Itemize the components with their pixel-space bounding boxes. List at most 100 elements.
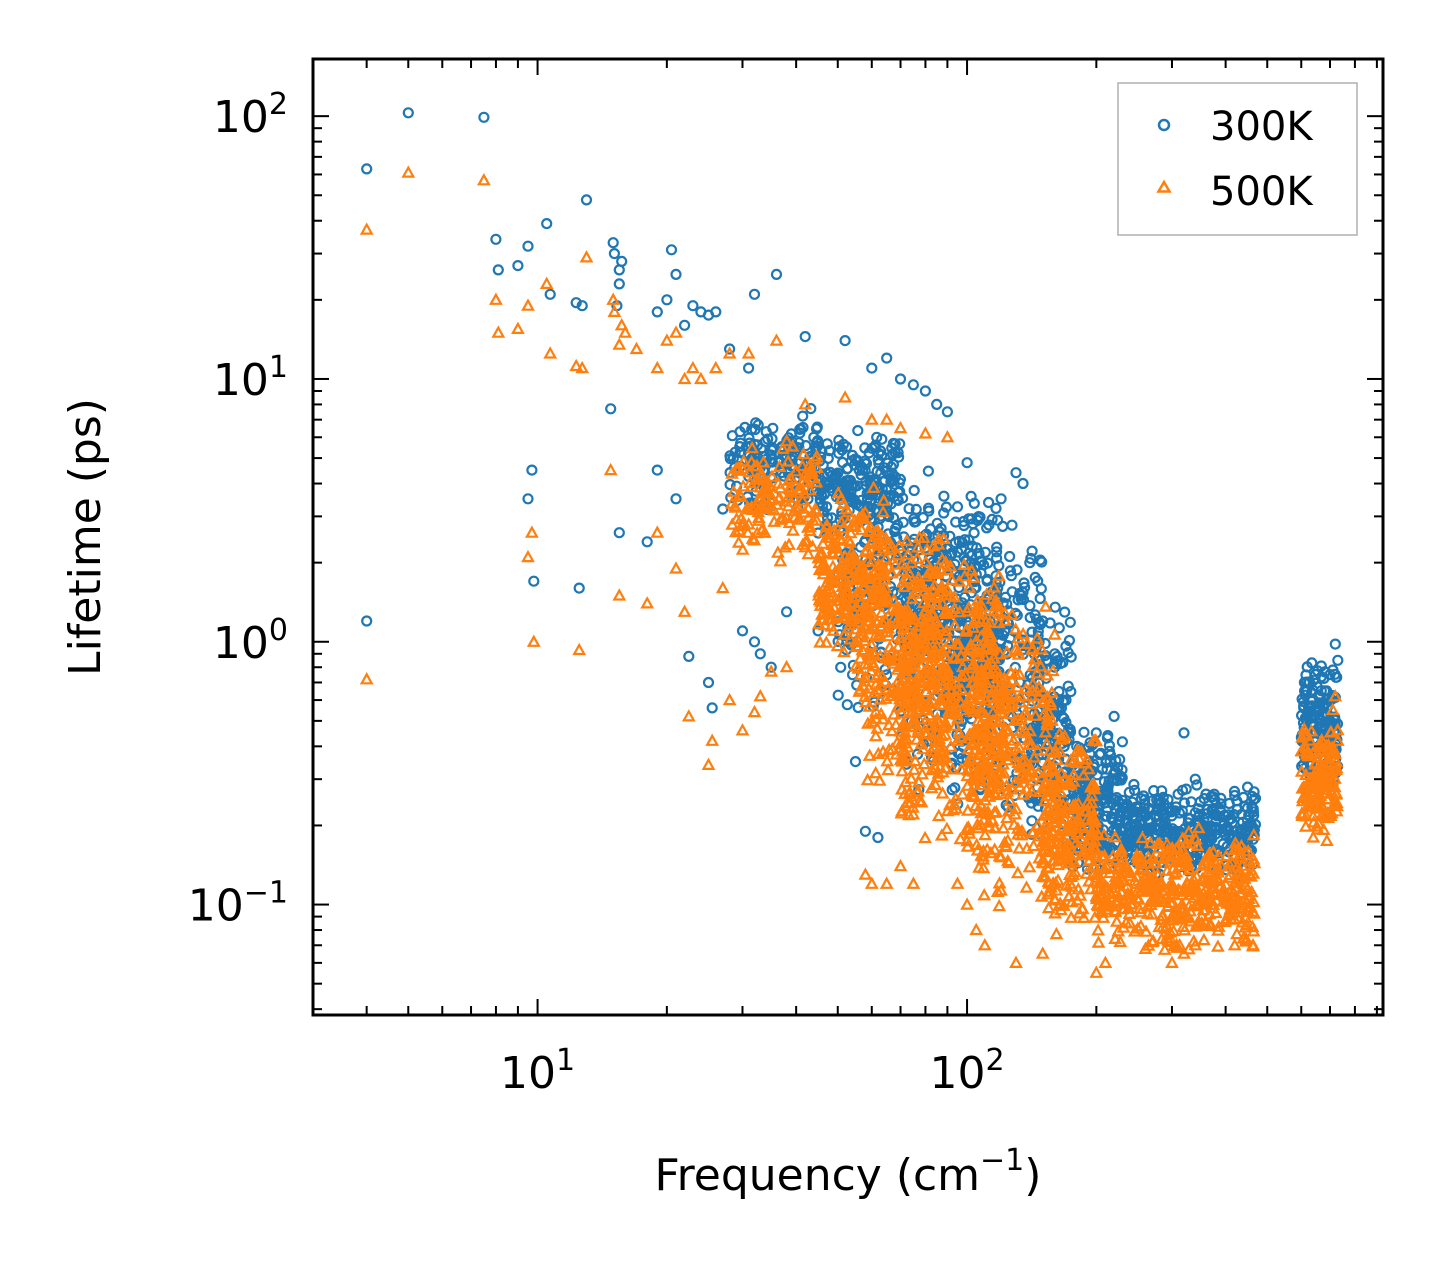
point-500k — [871, 558, 885, 571]
point-500k — [1329, 760, 1344, 774]
point-500k — [521, 298, 535, 311]
point-300k — [1056, 711, 1069, 723]
point-500k — [783, 471, 798, 485]
point-500k — [359, 222, 374, 235]
point-500k — [1150, 836, 1165, 850]
point-500k — [1300, 781, 1314, 794]
point-500k — [875, 669, 889, 682]
point-500k — [1000, 784, 1015, 797]
point-300k — [919, 385, 932, 397]
point-500k — [931, 808, 946, 822]
point-500k — [875, 614, 889, 628]
point-500k — [1295, 793, 1310, 807]
point-500k — [1207, 881, 1222, 894]
point-300k — [1208, 788, 1220, 800]
point-500k — [797, 505, 812, 518]
point-500k — [1127, 924, 1142, 937]
point-500k — [773, 554, 788, 567]
point-300k — [670, 493, 682, 505]
point-300k — [951, 501, 964, 513]
point-500k — [899, 626, 914, 640]
point-500k — [885, 723, 899, 737]
point-500k — [879, 531, 893, 544]
point-500k — [1160, 863, 1175, 876]
point-300k — [833, 447, 845, 459]
point-500k — [914, 576, 928, 589]
point-500k — [1076, 768, 1091, 781]
point-500k — [1203, 918, 1217, 931]
point-500k — [1063, 753, 1078, 766]
point-500k — [1011, 827, 1025, 840]
point-500k — [829, 537, 843, 551]
point-500k — [1313, 788, 1328, 801]
point-300k — [613, 278, 625, 290]
point-500k — [1043, 697, 1058, 711]
point-500k — [1005, 673, 1019, 686]
point-500k — [732, 523, 747, 536]
point-300k — [512, 260, 524, 272]
point-300k — [1111, 791, 1123, 804]
point-500k — [1093, 876, 1108, 889]
point-500k — [1040, 781, 1054, 794]
point-500k — [1247, 906, 1261, 919]
point-500k — [933, 697, 948, 710]
point-300k — [702, 676, 715, 689]
point-500k — [796, 446, 811, 460]
point-300k — [1153, 810, 1165, 822]
point-500k — [1049, 883, 1064, 896]
point-500k — [1013, 689, 1028, 702]
point-500k — [1246, 866, 1261, 879]
point-500k — [1295, 730, 1309, 743]
point-500k — [943, 634, 958, 648]
point-500k — [916, 626, 931, 639]
point-300k — [887, 458, 900, 471]
point-500k — [1030, 666, 1044, 679]
point-300k — [1010, 467, 1022, 479]
point-500k — [940, 821, 954, 835]
point-300k — [1200, 831, 1212, 843]
point-500k — [521, 549, 535, 563]
point-500k — [799, 475, 814, 488]
point-500k — [511, 321, 525, 334]
point-500k — [871, 746, 886, 760]
point-500k — [1081, 833, 1096, 846]
point-300k — [815, 482, 827, 494]
point-300k — [1024, 600, 1036, 612]
point-500k — [964, 660, 979, 674]
point-500k — [960, 839, 975, 852]
point-500k — [957, 569, 972, 582]
point-500k — [725, 517, 740, 530]
point-300k — [880, 484, 893, 496]
point-500k — [1330, 733, 1345, 746]
point-300k — [729, 446, 741, 458]
point-500k — [745, 440, 759, 454]
point-500k — [932, 714, 947, 728]
point-300k — [1139, 794, 1151, 806]
point-500k — [960, 897, 974, 910]
point-300k — [897, 516, 909, 528]
point-300k — [1034, 554, 1046, 566]
point-500k — [895, 563, 910, 577]
point-500k — [765, 469, 779, 482]
point-500k — [1025, 683, 1039, 697]
point-500k — [731, 535, 746, 548]
point-500k — [1157, 942, 1172, 955]
point-500k — [839, 585, 854, 598]
point-500k — [816, 587, 831, 601]
point-500k — [970, 843, 985, 856]
point-300k — [1026, 545, 1038, 557]
point-500k — [976, 705, 991, 718]
point-500k — [887, 707, 901, 720]
point-500k — [1163, 877, 1178, 891]
point-300k — [995, 493, 1007, 505]
point-500k — [869, 704, 883, 717]
point-300k — [816, 500, 829, 512]
point-500k — [765, 491, 779, 504]
point-300k — [1123, 786, 1135, 799]
point-500k — [1097, 848, 1112, 862]
point-300k — [522, 493, 534, 505]
point-500k — [715, 580, 730, 594]
point-500k — [960, 803, 975, 816]
point-500k — [895, 557, 909, 570]
point-500k — [844, 550, 859, 564]
